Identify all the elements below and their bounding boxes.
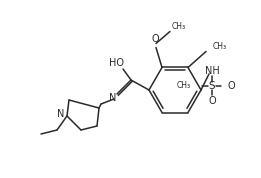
Text: HO: HO [110, 58, 124, 68]
Text: O: O [208, 96, 216, 106]
Text: CH₃: CH₃ [213, 42, 227, 51]
Text: O: O [151, 35, 159, 44]
Text: O: O [228, 81, 236, 91]
Text: CH₃: CH₃ [177, 82, 191, 90]
Text: NH: NH [205, 66, 220, 76]
Text: S: S [209, 81, 215, 91]
Text: N: N [109, 93, 117, 103]
Text: CH₃: CH₃ [172, 22, 186, 31]
Text: N: N [57, 109, 65, 119]
